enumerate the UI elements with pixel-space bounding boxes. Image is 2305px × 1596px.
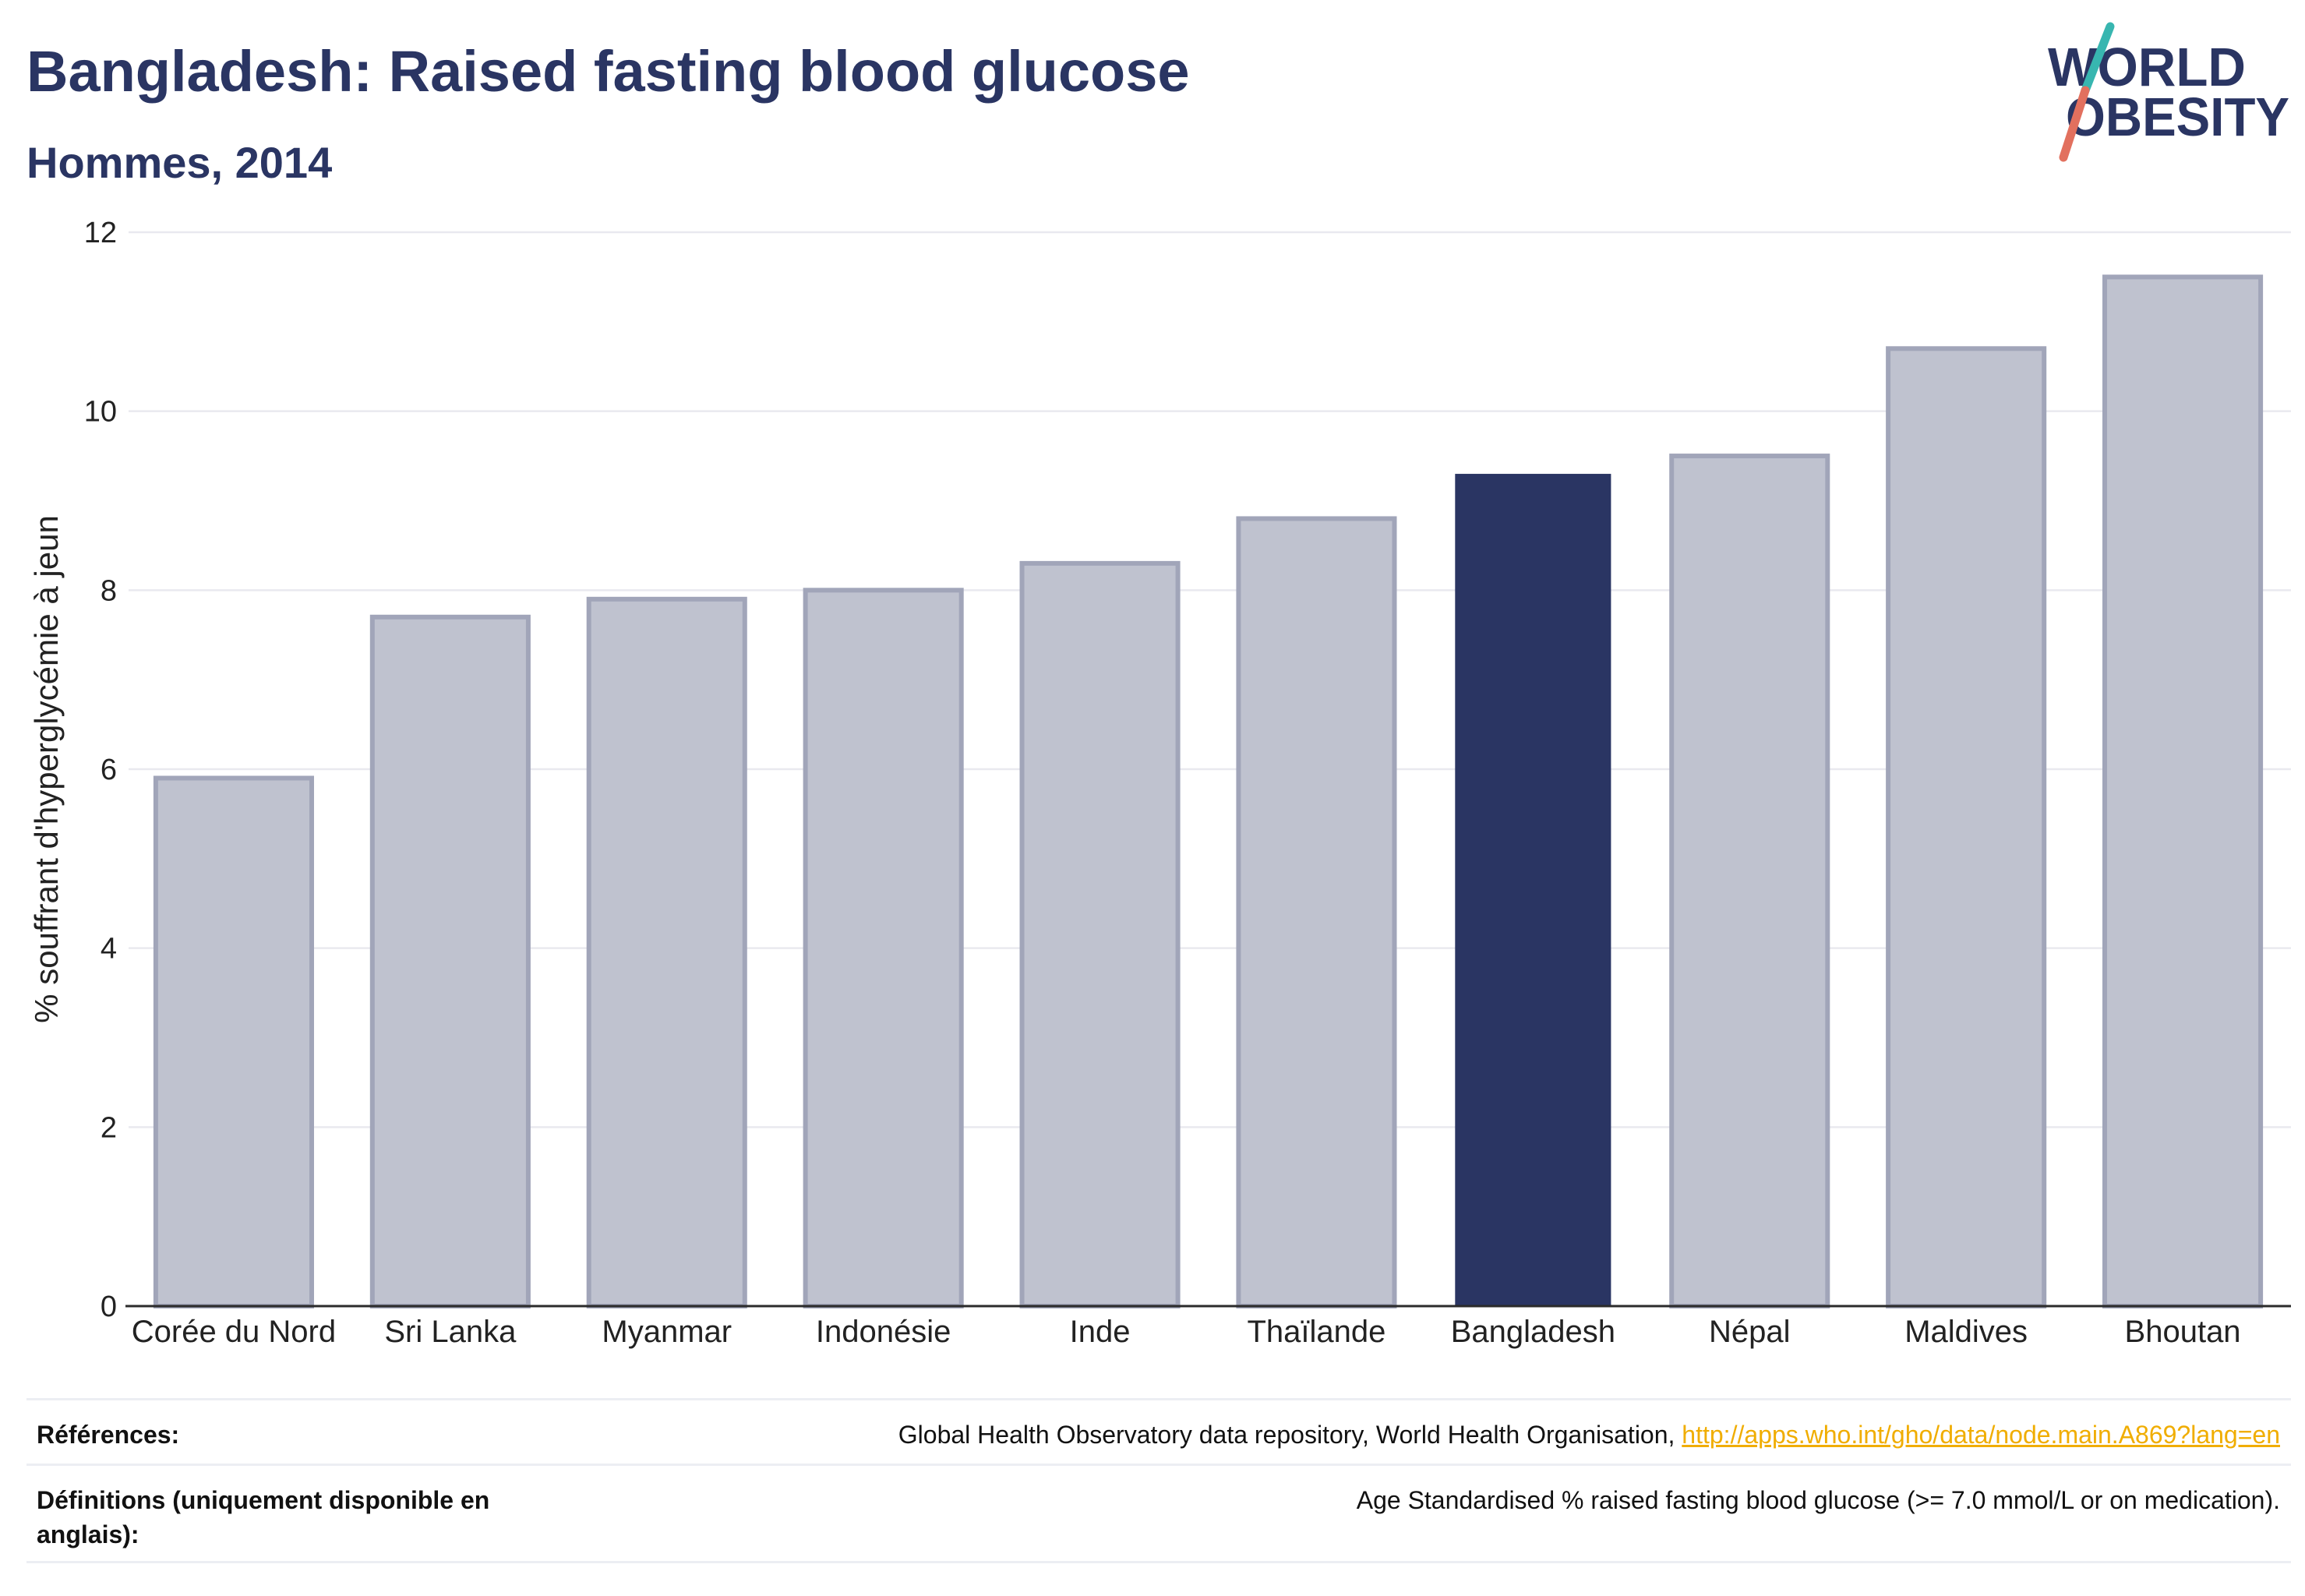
- x-tick-label: Thaïlande: [1247, 1315, 1385, 1349]
- bar-thailande: [1236, 516, 1397, 1308]
- bar-maldives: [1886, 346, 2047, 1309]
- references-link[interactable]: http://apps.who.int/gho/data/node.main.A…: [1682, 1421, 2280, 1449]
- footer-divider-bottom: [26, 1561, 2291, 1563]
- x-tick-labels: Corée du Nord Sri Lanka Myanmar Indonésie In…: [132, 1315, 2241, 1349]
- y-tick-label: 4: [101, 933, 117, 966]
- y-tick-label: 12: [84, 217, 117, 249]
- y-tick-label: 6: [101, 754, 117, 786]
- references-label: Références:: [37, 1421, 180, 1449]
- y-tick-label: 2: [101, 1111, 117, 1144]
- bar-chart: 0 2 4 6 8 10 12 Corée du Nord Sri Lanka Myanmar In…: [28, 217, 2291, 1349]
- definitions-text: Age Standardised % raised fasting blood …: [1356, 1486, 2280, 1514]
- bar-myanmar: [586, 596, 747, 1309]
- bar-nepal: [1669, 454, 1830, 1308]
- references-text: Global Health Observatory data repositor…: [898, 1421, 1682, 1449]
- world-obesity-logo: WORLD OBESITY: [2048, 22, 2289, 162]
- logo-slash-top: [2081, 22, 2115, 95]
- footer-divider-top: [26, 1398, 2291, 1400]
- x-tick-label: Indonésie: [816, 1315, 951, 1349]
- chart-subtitle: Hommes, 2014: [26, 138, 333, 187]
- chart-title: Bangladesh: Raised fasting blood glucose: [26, 39, 1190, 104]
- x-tick-label: Myanmar: [602, 1315, 732, 1349]
- bar-inde: [1019, 560, 1181, 1308]
- y-tick-label: 0: [101, 1291, 117, 1323]
- references-row: Global Health Observatory data repositor…: [566, 1418, 2280, 1452]
- x-tick-label: Népal: [1709, 1315, 1791, 1349]
- bar-indonesie: [803, 588, 964, 1309]
- y-tick-label: 10: [84, 396, 117, 429]
- x-tick-label: Bhoutan: [2125, 1315, 2241, 1349]
- logo-text-world: WORLD: [2048, 37, 2246, 97]
- x-tick-label: Corée du Nord: [132, 1315, 336, 1349]
- y-tick-labels: 0 2 4 6 8 10 12: [84, 217, 117, 1323]
- bar-coree-du-nord: [153, 775, 314, 1308]
- x-tick-label: Maldives: [1904, 1315, 2028, 1349]
- bars: [153, 274, 2264, 1309]
- y-tick-label: 8: [101, 574, 117, 607]
- definitions-label: Définitions (uniquement disponible en an…: [37, 1486, 490, 1548]
- x-tick-label: Inde: [1070, 1315, 1131, 1349]
- x-tick-label: Bangladesh: [1451, 1315, 1615, 1349]
- bar-bhoutan: [2102, 274, 2264, 1309]
- logo-text-obesity: OBESITY: [2066, 87, 2289, 147]
- bar-bangladesh: [1455, 474, 1611, 1306]
- x-tick-label: Sri Lanka: [384, 1315, 517, 1349]
- logo-slash-bottom: [2059, 86, 2090, 162]
- bar-sri-lanka: [369, 614, 531, 1308]
- footer-divider-middle: [26, 1464, 2291, 1466]
- y-axis-label: % souffrant d'hyperglycémie à jeun: [28, 515, 65, 1023]
